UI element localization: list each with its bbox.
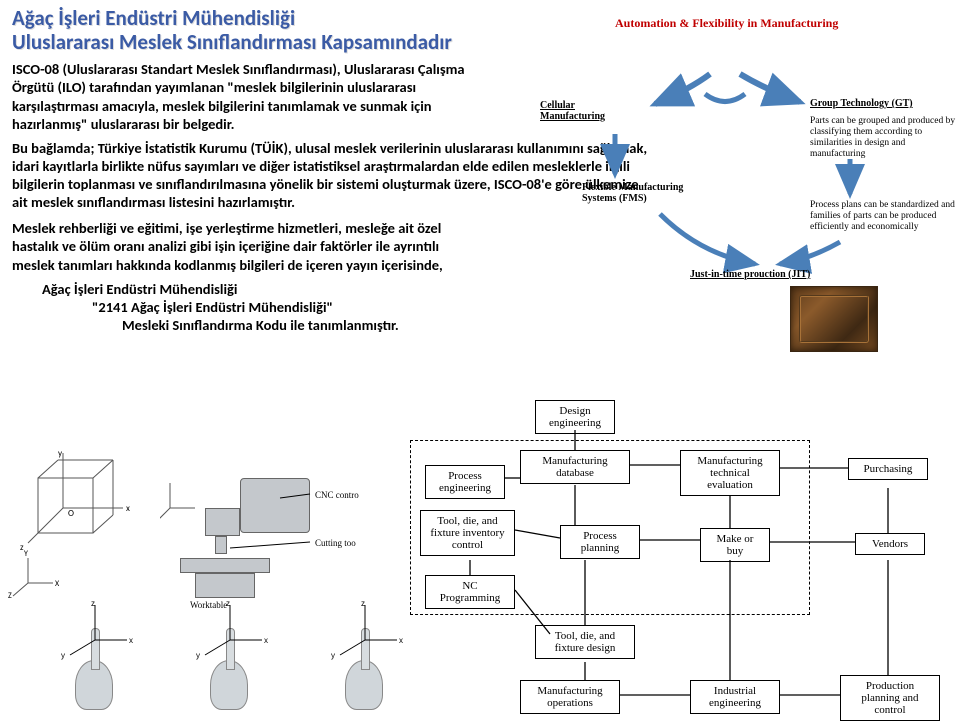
- lower-flowchart: Design engineering Manufacturing databas…: [10, 400, 950, 715]
- title-line-2: Uluslararası Meslek Sınıflandırması Kaps…: [12, 30, 948, 54]
- svg-text:y: y: [196, 651, 200, 660]
- automation-title: Automation & Flexibility in Manufacturin…: [615, 16, 838, 31]
- label-gt-desc: Parts can be grouped and produced by cla…: [810, 116, 960, 160]
- label-jit: Just-in-time prouction (JIT): [690, 269, 810, 280]
- svg-text:Y: Y: [24, 549, 28, 559]
- svg-text:x: x: [126, 503, 130, 514]
- svg-text:X: X: [55, 579, 60, 589]
- axis-cube-sketch: y x z O Y X Z: [8, 448, 148, 598]
- label-gt: Group Technology (GT): [810, 98, 913, 109]
- body-text: ISCO-08 (Uluslararası Standart Meslek Sı…: [0, 56, 480, 334]
- flow-lines: [10, 400, 950, 720]
- hand-figure-3: z x y: [325, 600, 405, 710]
- paragraph-3: Meslek rehberliği ve eğitimi, işe yerleş…: [12, 219, 480, 273]
- label-process-desc: Process plans can be standardized and fa…: [810, 200, 960, 233]
- label-cellular: Cellular Manufacturing: [540, 100, 630, 122]
- hand-figure-2: z x y: [190, 600, 270, 710]
- label-fms: Flexible Manufacturing Systems (FMS): [582, 182, 702, 204]
- svg-text:z: z: [226, 600, 230, 608]
- paragraph-4b: "2141 Ağaç İşleri Endüstri Mühendisliği": [12, 298, 480, 316]
- paragraph-4a: Ağaç İşleri Endüstri Mühendisliği: [12, 280, 480, 298]
- svg-text:x: x: [399, 636, 403, 645]
- carved-wood-image: [790, 286, 878, 352]
- svg-text:x: x: [129, 636, 133, 645]
- hand-figure-1: z x y: [55, 600, 135, 710]
- svg-text:Z: Z: [8, 591, 12, 598]
- svg-text:O: O: [68, 508, 74, 519]
- cnc-sketch: CNC contro Cutting too Worktable: [160, 468, 360, 608]
- svg-text:y: y: [61, 651, 65, 660]
- svg-text:y: y: [58, 448, 63, 459]
- svg-text:y: y: [331, 651, 335, 660]
- paragraph-4c: Mesleki Sınıflandırma Kodu ile tanımlanm…: [12, 316, 480, 334]
- svg-text:z: z: [361, 600, 365, 608]
- automation-diagram: Cellular Manufacturing Group Technology …: [540, 64, 960, 324]
- svg-text:z: z: [91, 600, 95, 608]
- svg-text:x: x: [264, 636, 268, 645]
- paragraph-1: ISCO-08 (Uluslararası Standart Meslek Sı…: [12, 60, 480, 133]
